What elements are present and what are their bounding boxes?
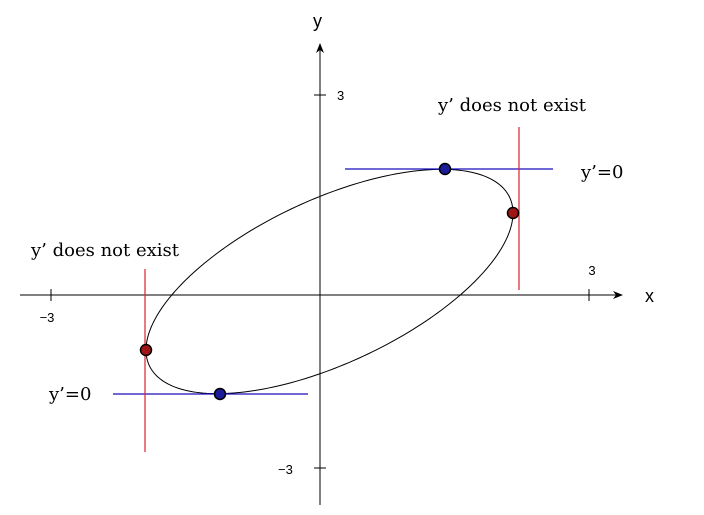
label-horizontal-top: y’=0 [580,162,623,183]
vertical-tangent-point-left [139,343,153,357]
ellipse-curve [145,168,514,395]
label-horizontal-bottom: y’=0 [48,384,91,405]
x-tick-label-neg3: −3 [40,310,55,325]
x-tick-label-pos3: 3 [588,263,595,278]
vertical-tangent-point-right [506,206,520,220]
label-vertical-right: y’ does not exist [437,95,587,116]
x-axis-label: x [645,286,654,306]
horizontal-tangent-point-top [438,162,452,176]
horizontal-tangent-point-bottom [213,387,227,401]
y-tick-label-pos3: 3 [337,88,344,103]
label-vertical-left: y’ does not exist [30,240,180,261]
y-tick-label-neg3: −3 [278,462,293,477]
y-axis-label: y [313,11,322,31]
